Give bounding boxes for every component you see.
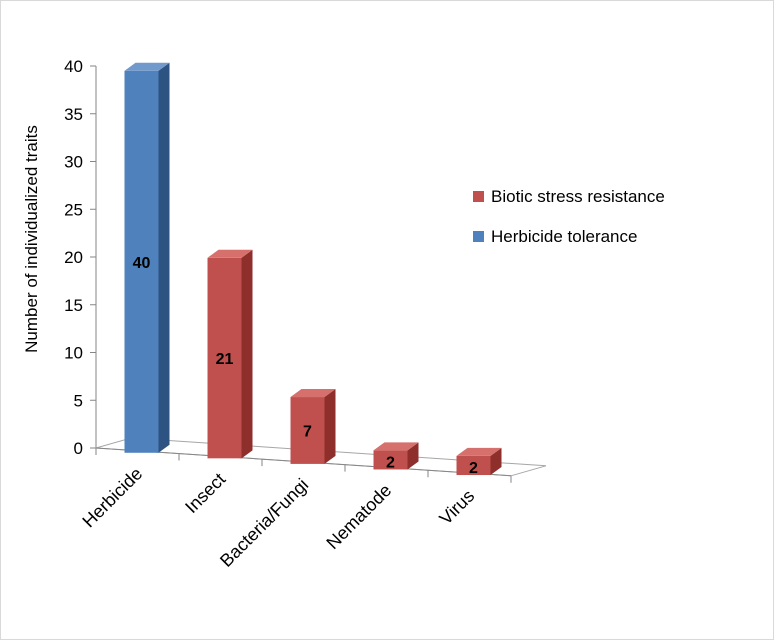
axes: 0 5 10 15 20 25 30 35 40 xyxy=(64,57,547,483)
bars xyxy=(124,62,502,476)
bar-top xyxy=(124,62,170,71)
y-tick-label: 40 xyxy=(64,57,83,76)
x-tick-label: Insect xyxy=(181,469,229,517)
legend-item: Biotic stress resistance xyxy=(473,187,665,206)
bar-top xyxy=(456,447,502,456)
bar-side xyxy=(241,249,253,459)
y-tick-label: 15 xyxy=(64,296,83,315)
bar-front xyxy=(124,70,159,453)
bar-side xyxy=(490,447,502,476)
data-label: 2 xyxy=(469,460,478,477)
bar-bacteria-fungi xyxy=(290,389,336,464)
y-tick-label: 20 xyxy=(64,248,83,267)
bar-front xyxy=(373,450,408,470)
bar-front xyxy=(207,257,242,459)
y-tick-label: 25 xyxy=(64,200,83,219)
data-label: 40 xyxy=(133,255,151,272)
x-tick-label: Nematode xyxy=(322,480,395,553)
y-tick-label: 35 xyxy=(64,105,83,124)
legend: Biotic stress resistance Herbicide tolera… xyxy=(473,187,665,246)
legend-label: Herbicide tolerance xyxy=(491,227,637,246)
bar-side xyxy=(158,62,170,453)
bar-top xyxy=(207,249,253,258)
y-axis-label: Number of individualized traits xyxy=(22,125,41,353)
bar-front xyxy=(456,455,491,476)
y-tick-label: 0 xyxy=(74,439,83,458)
data-label: 7 xyxy=(303,423,312,440)
bar-front xyxy=(290,397,325,464)
x-tick-label: Virus xyxy=(435,486,478,529)
data-label: 2 xyxy=(386,454,395,471)
x-tick-label: Bacteria/Fungi xyxy=(216,475,312,571)
x-tick-label: Herbicide xyxy=(78,463,146,531)
bar-insect xyxy=(207,249,253,459)
legend-swatch xyxy=(473,191,484,202)
bar-side xyxy=(407,442,419,470)
legend-swatch xyxy=(473,231,484,242)
bar-top xyxy=(290,389,336,398)
bar-herbicide xyxy=(124,62,170,453)
data-label: 21 xyxy=(216,351,234,368)
y-tick-label: 10 xyxy=(64,344,83,363)
legend-item: Herbicide tolerance xyxy=(473,227,637,246)
legend-label: Biotic stress resistance xyxy=(491,187,665,206)
bar-virus xyxy=(456,447,502,476)
bar-nematode xyxy=(373,442,419,470)
bar-top xyxy=(373,442,419,451)
bar-side xyxy=(324,389,336,464)
y-tick-label: 30 xyxy=(64,153,83,172)
y-tick-label: 5 xyxy=(74,391,83,410)
